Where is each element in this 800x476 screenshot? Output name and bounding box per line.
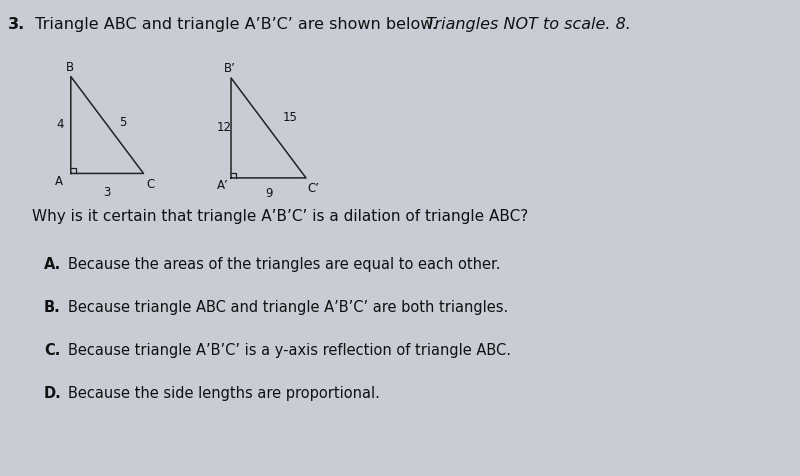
Text: 3.: 3. [8,17,26,32]
Text: 15: 15 [282,111,298,124]
Text: A.: A. [44,257,62,272]
Text: 4: 4 [56,119,64,131]
Text: 3: 3 [103,186,111,199]
Text: Triangles NOT to scale. 8.: Triangles NOT to scale. 8. [426,17,631,32]
Text: B’: B’ [224,62,236,75]
Text: C’: C’ [308,182,320,195]
Text: C: C [146,178,154,191]
Text: 5: 5 [119,116,126,129]
Text: C.: C. [44,343,60,358]
Text: A’: A’ [217,179,229,192]
Text: B: B [66,60,74,74]
Text: 12: 12 [217,121,232,134]
Text: A: A [54,175,62,188]
Text: D.: D. [44,386,62,401]
Text: Because triangle A’B’C’ is a y-axis reflection of triangle ABC.: Because triangle A’B’C’ is a y-axis refl… [68,343,511,358]
Text: B.: B. [44,300,61,315]
Text: 9: 9 [265,188,272,200]
Text: Why is it certain that triangle A’B’C’ is a dilation of triangle ABC?: Why is it certain that triangle A’B’C’ i… [32,209,528,225]
Text: Triangle ABC and triangle A’B’C’ are shown below.: Triangle ABC and triangle A’B’C’ are sho… [30,17,442,32]
Text: Because triangle ABC and triangle A’B’C’ are both triangles.: Because triangle ABC and triangle A’B’C’… [68,300,508,315]
Text: Because the side lengths are proportional.: Because the side lengths are proportiona… [68,386,380,401]
Text: Because the areas of the triangles are equal to each other.: Because the areas of the triangles are e… [68,257,501,272]
